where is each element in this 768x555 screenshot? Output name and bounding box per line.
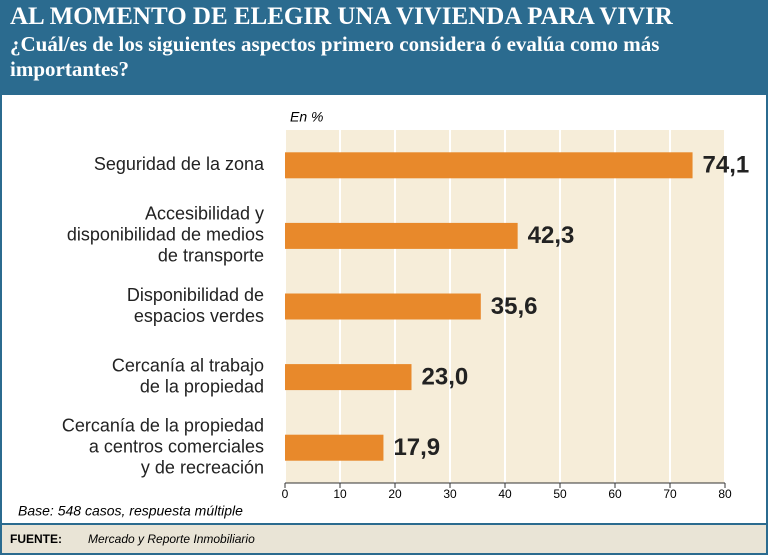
bar bbox=[285, 364, 412, 391]
bar bbox=[285, 293, 481, 320]
value-label: 23,0 bbox=[422, 363, 469, 390]
category-label: espacios verdes bbox=[134, 306, 264, 326]
unit-label: En % bbox=[290, 109, 323, 125]
x-tick-label: 10 bbox=[333, 487, 347, 501]
category-label: y de recreación bbox=[141, 457, 264, 477]
bar bbox=[285, 222, 518, 249]
x-tick-label: 60 bbox=[608, 487, 622, 501]
category-label: Disponibilidad de bbox=[127, 285, 264, 305]
x-tick-label: 80 bbox=[718, 487, 732, 501]
category-label: disponibilidad de medios bbox=[67, 225, 264, 245]
source: Mercado y Reporte Inmobiliario bbox=[88, 532, 255, 546]
value-label: 42,3 bbox=[528, 222, 575, 249]
x-tick-label: 40 bbox=[498, 487, 512, 501]
value-label: 74,1 bbox=[703, 152, 750, 179]
category-label: de la propiedad bbox=[140, 376, 264, 396]
bar bbox=[285, 434, 384, 461]
category-label: Cercanía al trabajo bbox=[112, 355, 264, 375]
value-label: 17,9 bbox=[393, 434, 440, 461]
x-tick-label: 70 bbox=[663, 487, 677, 501]
chart-subtitle: ¿Cuál/es de los siguientes aspectos prim… bbox=[10, 32, 660, 81]
note: Base: 548 casos, respuesta múltiple bbox=[18, 503, 243, 519]
x-tick-label: 50 bbox=[553, 487, 567, 501]
category-label: de transporte bbox=[158, 246, 264, 266]
value-label: 35,6 bbox=[491, 293, 538, 320]
category-label: a centros comerciales bbox=[89, 436, 264, 456]
category-label: Cercanía de la propiedad bbox=[62, 415, 264, 435]
bar bbox=[285, 152, 693, 179]
chart-title: AL MOMENTO DE ELEGIR UNA VIVIENDA PARA V… bbox=[10, 3, 673, 30]
footer-bg bbox=[0, 523, 768, 555]
x-tick-label: 20 bbox=[388, 487, 402, 501]
header: AL MOMENTO DE ELEGIR UNA VIVIENDA PARA V… bbox=[0, 0, 768, 94]
source-label: FUENTE: bbox=[10, 532, 62, 546]
x-tick-label: 0 bbox=[282, 487, 289, 501]
x-tick-label: 30 bbox=[443, 487, 457, 501]
category-label: Seguridad de la zona bbox=[94, 154, 265, 174]
category-label: Accesibilidad y bbox=[145, 204, 264, 224]
